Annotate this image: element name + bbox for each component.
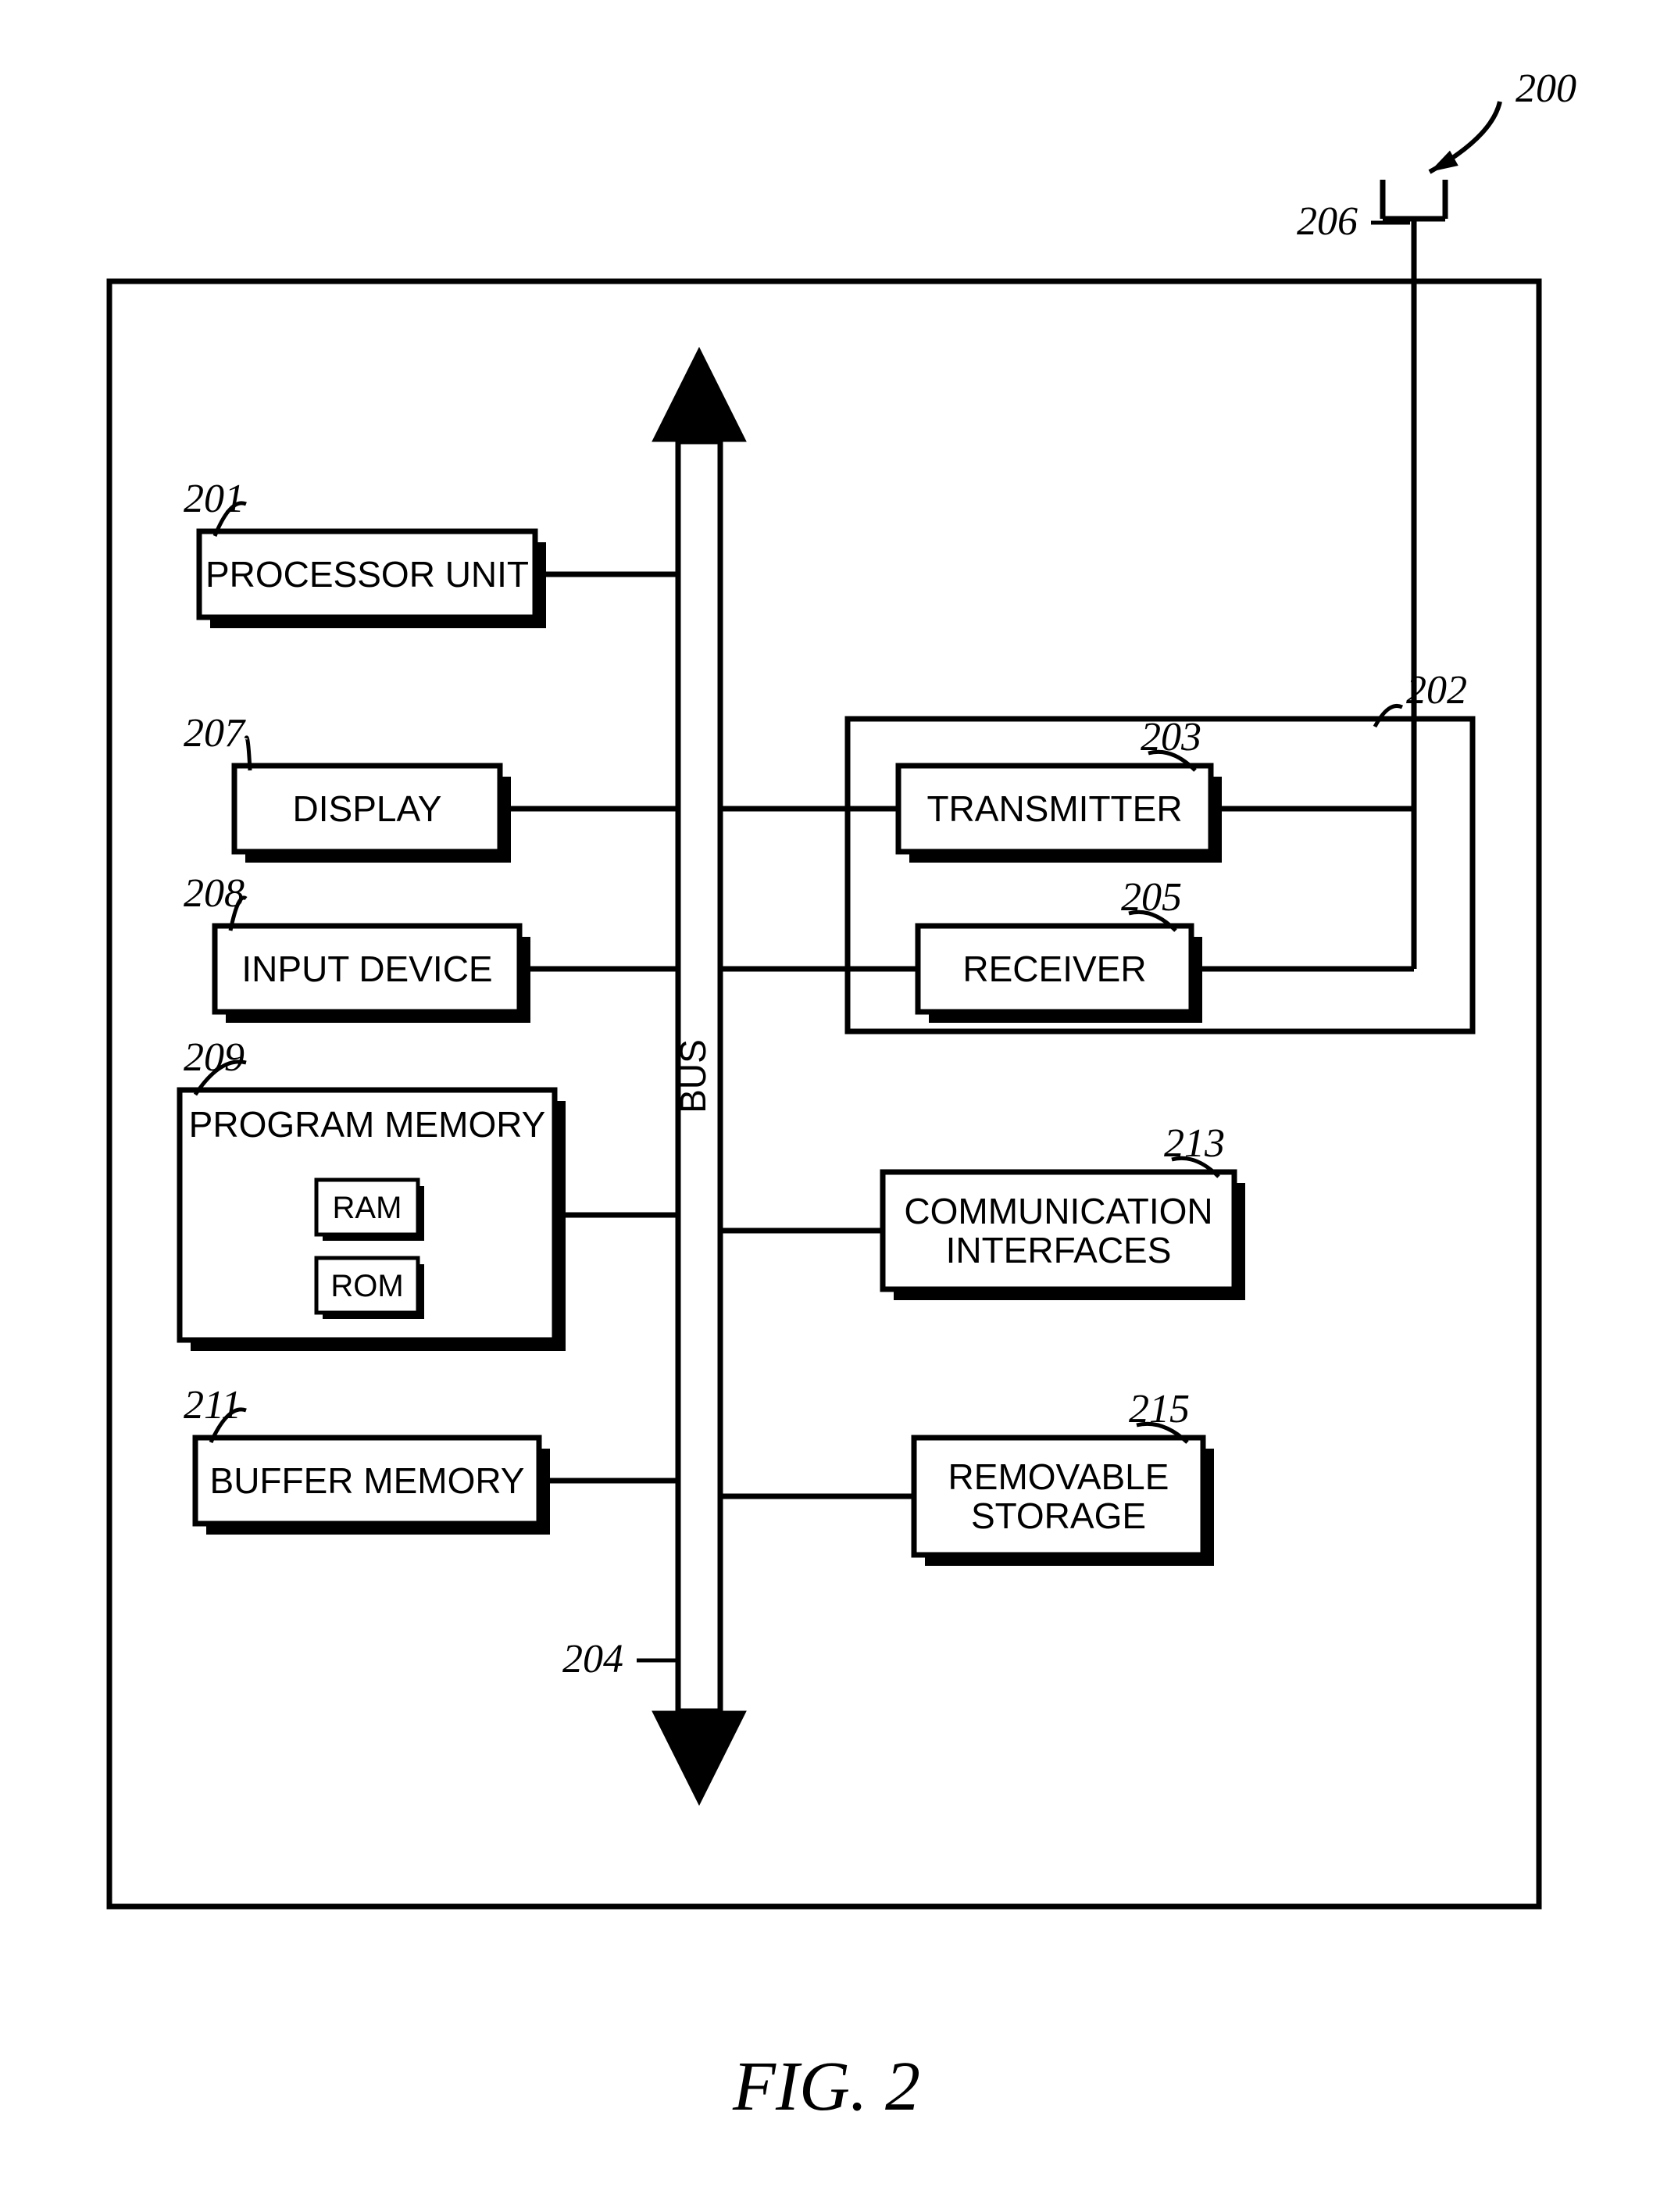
- processor-label: PROCESSOR UNIT: [205, 554, 529, 595]
- ref-204: 204: [562, 1637, 623, 1681]
- ref-207: 207: [184, 711, 246, 756]
- ref-206: 206: [1297, 199, 1358, 244]
- progmem-sub-0: RAM: [333, 1191, 402, 1225]
- progmem-label: PROGRAM MEMORY: [189, 1104, 546, 1145]
- transmitter-label: TRANSMITTER: [926, 788, 1182, 829]
- progmem-sub-1: ROM: [330, 1269, 403, 1303]
- input-label: INPUT DEVICE: [241, 949, 492, 989]
- figure-label: FIG. 2: [732, 2048, 920, 2125]
- ref-202: 202: [1406, 668, 1467, 713]
- comm_if-label: COMMUNICATIONINTERFACES: [904, 1191, 1212, 1270]
- ref-201: 201: [184, 477, 245, 521]
- display-label: DISPLAY: [293, 788, 442, 829]
- bus-label: BUS: [673, 1039, 713, 1113]
- buffer-label: BUFFER MEMORY: [210, 1460, 525, 1501]
- removable-label: REMOVABLESTORAGE: [948, 1456, 1169, 1536]
- block-diagram: BUS 204 206 202 PROCESSOR UNIT 201 DISPLAY 207 I…: [0, 0, 1653, 2212]
- ref-200: 200: [1516, 66, 1576, 111]
- receiver-label: RECEIVER: [962, 949, 1146, 989]
- ref-211: 211: [184, 1383, 241, 1428]
